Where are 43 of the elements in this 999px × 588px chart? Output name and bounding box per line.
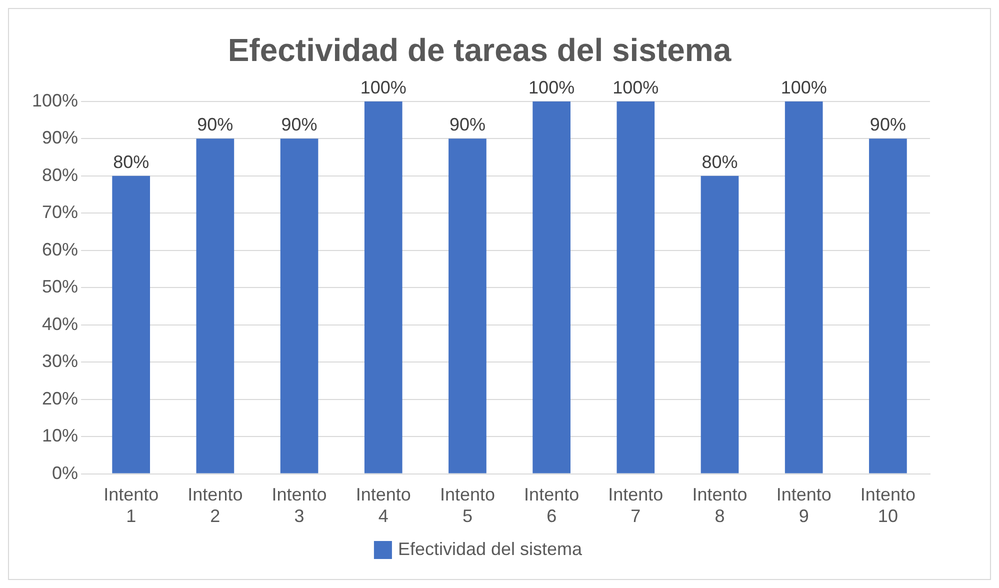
x-tick-label: Intento 4 xyxy=(356,484,411,526)
x-tick-label: Intento 6 xyxy=(524,484,580,526)
data-label: 90% xyxy=(197,114,234,135)
bar xyxy=(364,101,402,474)
bar xyxy=(784,101,823,474)
data-label: 90% xyxy=(281,114,318,135)
bar xyxy=(196,138,234,474)
data-label: 90% xyxy=(449,114,486,135)
y-tick-label: 40% xyxy=(42,314,78,334)
data-label: 100% xyxy=(528,77,575,98)
y-tick-label: 30% xyxy=(42,351,78,372)
data-label: 80% xyxy=(113,152,150,172)
x-tick-label: Intento 8 xyxy=(692,484,748,526)
x-tick-label: Intento 10 xyxy=(860,484,916,526)
data-label: 80% xyxy=(702,152,738,172)
bar xyxy=(448,138,486,474)
data-label: 100% xyxy=(612,77,659,98)
y-tick-label: 60% xyxy=(42,239,78,260)
y-tick-label: 100% xyxy=(32,90,78,110)
legend-label: Efectividad del sistema xyxy=(398,538,584,559)
y-tick-label: 90% xyxy=(42,128,78,148)
y-tick-label: 70% xyxy=(42,202,78,222)
chart-title: Efectividad de tareas del sistema xyxy=(228,32,732,68)
bar xyxy=(616,101,655,474)
x-tick-label: Intento 7 xyxy=(608,484,664,526)
bar xyxy=(112,176,150,474)
data-label: 100% xyxy=(780,77,827,98)
data-label: 90% xyxy=(870,114,906,135)
y-tick-label: 80% xyxy=(42,164,78,185)
y-tick-label: 50% xyxy=(42,276,78,297)
bar xyxy=(869,138,907,474)
bar xyxy=(280,138,318,474)
y-tick-label: 20% xyxy=(42,388,78,408)
data-label: 100% xyxy=(360,77,406,98)
x-tick-label: Intento 3 xyxy=(272,484,327,526)
bar xyxy=(532,101,570,474)
x-tick-label: Intento 1 xyxy=(104,484,159,526)
bar xyxy=(700,176,739,474)
x-tick-label: Intento 9 xyxy=(776,484,832,526)
y-tick-label: 10% xyxy=(42,426,78,446)
x-tick-label: Intento 2 xyxy=(188,484,243,526)
x-tick-label: Intento 5 xyxy=(440,484,495,526)
y-tick-label: 0% xyxy=(52,462,78,483)
